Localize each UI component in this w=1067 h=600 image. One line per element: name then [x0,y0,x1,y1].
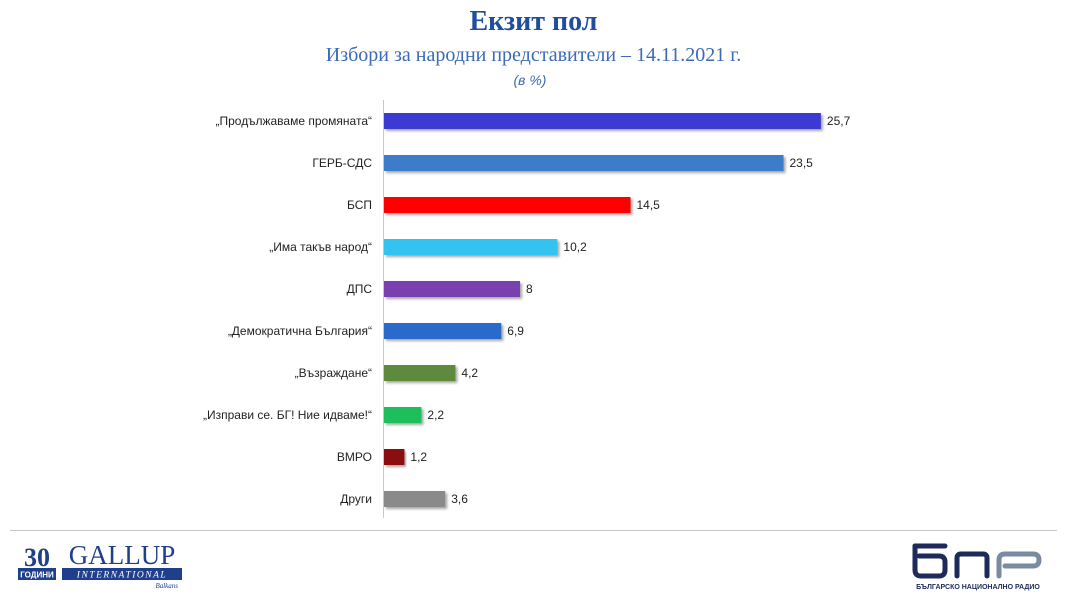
category-label: Други [340,492,372,506]
category-label: „Възраждане“ [295,366,372,380]
bnr-logo: БЪЛГАРСКО НАЦИОНАЛНО РАДИО [912,543,1042,591]
bar [384,155,784,171]
svg-text:30: 30 [24,543,50,572]
value-label: 3,6 [451,492,468,506]
category-label: „Демократична България“ [228,324,372,338]
category-label: БСП [347,198,372,212]
svg-text:INTERNATIONAL: INTERNATIONAL [76,571,167,581]
bar [384,113,821,129]
unit-label: (в %) [513,72,547,88]
value-label: 1,2 [410,450,427,464]
category-label: ГЕРБ-СДС [312,156,372,170]
bar [384,449,405,465]
value-label: 10,2 [563,240,587,254]
value-label: 14,5 [637,198,661,212]
footer-divider [10,530,1057,531]
value-label: 8 [526,282,533,296]
gallup-logo: 30 ГОДИНИ GALLUP INTERNATIONAL Balkans [18,540,182,590]
bar [384,197,631,213]
bar [384,323,502,339]
category-label: ВМРО [337,450,372,464]
category-label: ДПС [347,282,373,296]
category-label: „Има такъв народ“ [269,240,372,254]
value-label: 4,2 [461,366,478,380]
value-label: 2,2 [427,408,444,422]
bar-chart: „Продължаваме промяната“ 25,7 ГЕРБ-СДС 23,5… [203,100,851,518]
svg-text:ГОДИНИ: ГОДИНИ [20,571,54,580]
bar [384,491,446,507]
category-label: „Продължаваме промяната“ [216,114,372,128]
bar [384,407,422,423]
bar [384,281,520,297]
bnr-caption: БЪЛГАРСКО НАЦИОНАЛНО РАДИО [916,584,1040,591]
value-label: 6,9 [507,324,524,338]
value-label: 25,7 [827,114,851,128]
chart-title: Екзит пол [469,6,598,37]
category-label: „Изправи се. БГ! Ние идваме!“ [203,408,372,422]
chart-subtitle: Избори за народни представители – 14.11.… [325,44,742,66]
bar [384,239,558,255]
svg-text:Balkans: Balkans [155,582,178,590]
bar [384,365,456,381]
value-label: 23,5 [790,156,814,170]
svg-text:GALLUP: GALLUP [69,540,176,570]
